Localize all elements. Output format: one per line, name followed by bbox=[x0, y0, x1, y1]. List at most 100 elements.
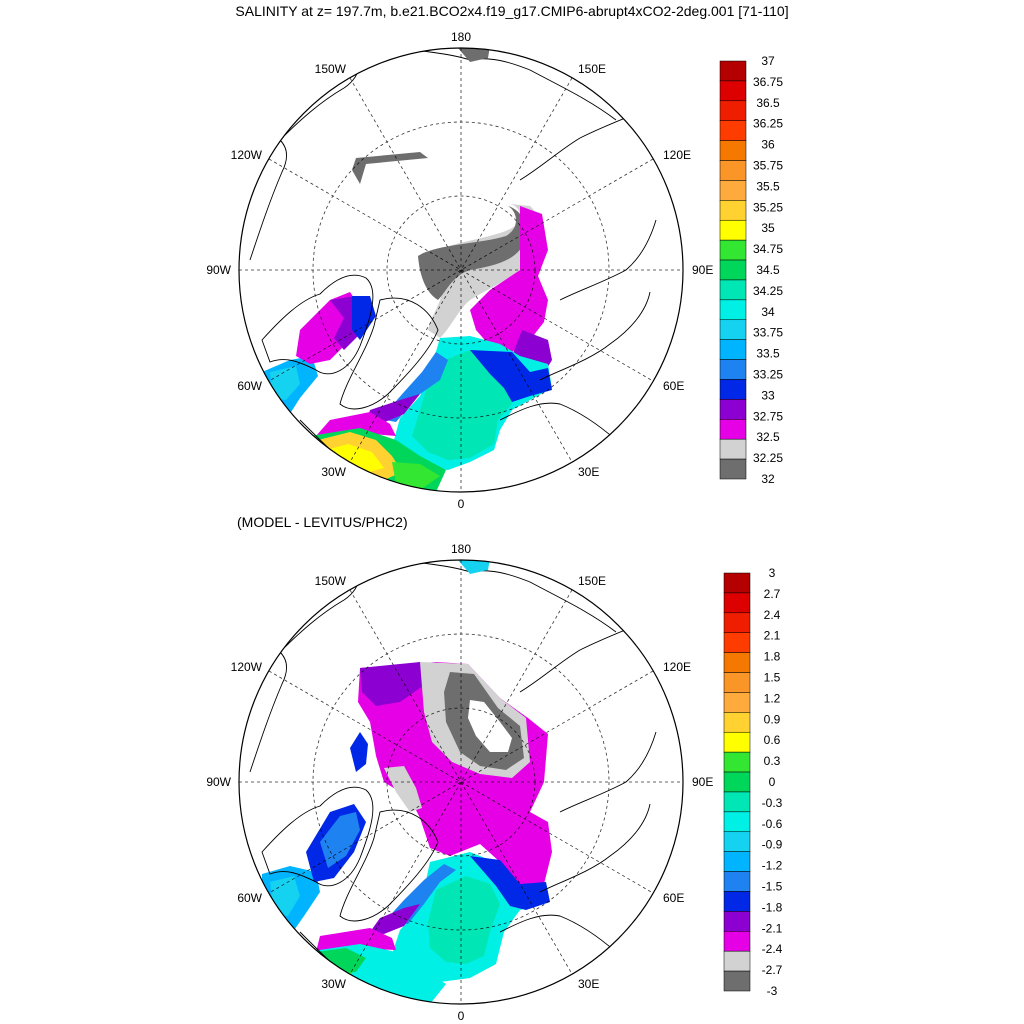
colorbar-label: -1.5 bbox=[762, 880, 783, 894]
lon-label-180: 180 bbox=[451, 30, 471, 44]
colorbar-swatch bbox=[723, 731, 751, 753]
colorbar-label: -2.1 bbox=[762, 921, 783, 935]
plot-title: SALINITY at z= 197.7m, b.e21.BCO2x4.f19_… bbox=[235, 3, 789, 19]
colorbar-label: 36.75 bbox=[753, 75, 783, 89]
colorbar-swatch bbox=[723, 950, 751, 972]
lon-label-60w: 60W bbox=[237, 891, 262, 905]
colorbar-label: 34.5 bbox=[756, 263, 780, 277]
difference-colorbar: 3 2.7 2.4 2.1 1.8 1.5 1.2 0.9 0.6 0.3 0 -0.3 -0.6 -0.… bbox=[723, 566, 783, 998]
lon-label-30e: 30E bbox=[578, 465, 599, 479]
colorbar-label: -1.2 bbox=[762, 859, 783, 873]
colorbar-label: 0.3 bbox=[764, 754, 781, 768]
colorbar-label: 36 bbox=[761, 138, 775, 152]
colorbar-label: 35 bbox=[761, 221, 775, 235]
colorbar-swatch bbox=[723, 612, 751, 633]
lon-label-30e: 30E bbox=[578, 977, 599, 991]
colorbar-swatch bbox=[723, 911, 751, 932]
colorbar-label: 33.25 bbox=[753, 368, 783, 382]
colorbar-swatch bbox=[719, 399, 747, 420]
colorbar-swatch bbox=[723, 831, 751, 852]
lon-label-150w: 150W bbox=[315, 574, 347, 588]
colorbar-label: 34 bbox=[761, 305, 775, 319]
lon-label-120w: 120W bbox=[231, 148, 263, 162]
colorbar-swatch bbox=[723, 791, 751, 813]
lon-label-30w: 30W bbox=[321, 465, 346, 479]
colorbar-label: 2.1 bbox=[764, 629, 781, 643]
colorbar-swatch bbox=[723, 572, 751, 594]
colorbar-label: 35.75 bbox=[753, 159, 783, 173]
colorbar-label: 1.8 bbox=[764, 650, 781, 664]
colorbar-swatch bbox=[723, 712, 751, 733]
lon-label-180: 180 bbox=[451, 542, 471, 556]
colorbar-swatch bbox=[723, 692, 751, 713]
colorbar-swatch bbox=[719, 239, 747, 261]
colorbar-label: 34.75 bbox=[753, 242, 783, 256]
colorbar-swatch bbox=[719, 379, 747, 400]
colorbar-swatch bbox=[723, 771, 751, 793]
colorbar-swatch bbox=[719, 100, 747, 121]
colorbar-label: -0.9 bbox=[762, 838, 783, 852]
colorbar-label: 35.25 bbox=[753, 200, 783, 214]
lon-label-60w: 60W bbox=[237, 379, 262, 393]
lon-label-120e: 120E bbox=[663, 148, 691, 162]
lon-label-120e: 120E bbox=[663, 660, 691, 674]
colorbar-label: 32 bbox=[761, 472, 775, 486]
colorbar-label: 37 bbox=[761, 54, 775, 68]
colorbar-label: 0 bbox=[769, 775, 776, 789]
colorbar-swatch bbox=[719, 419, 747, 440]
lon-label-60e: 60E bbox=[663, 891, 684, 905]
colorbar-label: 1.5 bbox=[764, 671, 781, 685]
colorbar-swatch bbox=[723, 652, 751, 673]
lon-label-150w: 150W bbox=[315, 62, 347, 76]
colorbar-label: 33.75 bbox=[753, 326, 783, 340]
colorbar-swatch bbox=[719, 120, 747, 141]
colorbar-label: 32.75 bbox=[753, 409, 783, 423]
colorbar-label: 2.7 bbox=[764, 587, 781, 601]
lon-label-120w: 120W bbox=[231, 660, 263, 674]
lon-label-90w: 90W bbox=[206, 775, 231, 789]
colorbar-swatch bbox=[719, 279, 747, 301]
colorbar-swatch bbox=[719, 259, 747, 281]
colorbar-label: -1.8 bbox=[762, 900, 783, 914]
colorbar-label: 0.9 bbox=[764, 712, 781, 726]
colorbar-swatch bbox=[719, 140, 747, 161]
colorbar-label: 36.25 bbox=[753, 117, 783, 131]
lon-label-150e: 150E bbox=[578, 62, 606, 76]
colorbar-swatch bbox=[723, 751, 751, 773]
salinity-field bbox=[249, 48, 657, 492]
difference-plot-title: (MODEL - LEVITUS/PHC2) bbox=[237, 514, 408, 530]
lon-label-90w: 90W bbox=[206, 263, 231, 277]
colorbar-label: -0.6 bbox=[762, 817, 783, 831]
difference-map: 180 150E 120E 90E 60E 30E 0 30W 60W 90W … bbox=[206, 542, 783, 1023]
colorbar-label: 0.6 bbox=[764, 733, 781, 747]
colorbar-swatch bbox=[719, 339, 747, 360]
colorbar-label: 33.5 bbox=[756, 347, 780, 361]
colorbar-swatch bbox=[719, 60, 747, 82]
colorbar-label: 1.2 bbox=[764, 691, 781, 705]
colorbar-swatch bbox=[723, 632, 751, 653]
lon-label-30w: 30W bbox=[321, 977, 346, 991]
colorbar-swatch bbox=[723, 891, 751, 912]
difference-field bbox=[249, 560, 657, 1004]
lon-label-90e: 90E bbox=[692, 263, 713, 277]
colorbar-swatch bbox=[719, 160, 747, 181]
colorbar-swatch bbox=[723, 851, 751, 872]
colorbar-label: 32.5 bbox=[756, 430, 780, 444]
salinity-colorbar: 37 36.75 36.5 36.25 36 35.75 35.5 35.25 35 34.75 3… bbox=[719, 54, 783, 486]
lon-label-0: 0 bbox=[458, 1009, 465, 1023]
colorbar-label: 35.5 bbox=[756, 179, 780, 193]
colorbar-swatch bbox=[723, 811, 751, 833]
colorbar-swatch bbox=[723, 592, 751, 614]
colorbar-label: -0.3 bbox=[762, 796, 783, 810]
colorbar-swatch bbox=[719, 180, 747, 201]
colorbar-label: -2.4 bbox=[762, 942, 783, 956]
colorbar-swatch bbox=[719, 299, 747, 321]
colorbar-label: 34.25 bbox=[753, 284, 783, 298]
colorbar-swatch bbox=[719, 200, 747, 221]
lon-label-60e: 60E bbox=[663, 379, 684, 393]
salinity-map: 180 150E 120E 90E 60E 30E 0 30W 60W 90W … bbox=[206, 30, 783, 511]
colorbar-swatch bbox=[719, 359, 747, 380]
lon-label-0: 0 bbox=[458, 497, 465, 511]
colorbar-label: 3 bbox=[769, 566, 776, 580]
colorbar-label: -2.7 bbox=[762, 963, 783, 977]
